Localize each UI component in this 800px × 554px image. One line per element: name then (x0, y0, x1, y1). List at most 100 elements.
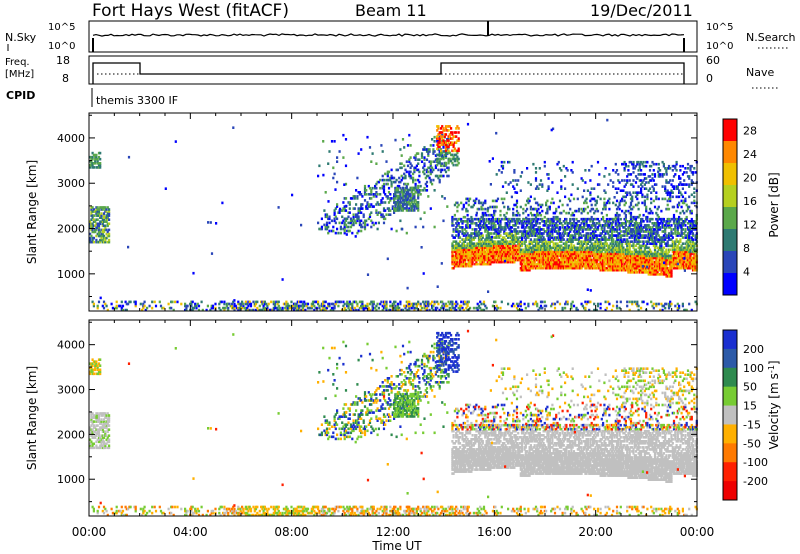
power-cell (593, 308, 596, 312)
power-cell (336, 156, 339, 159)
power-cell (101, 224, 104, 228)
power-cell (469, 264, 472, 268)
power-cell (637, 240, 640, 243)
power-cell (593, 197, 596, 201)
power-cell (577, 254, 581, 258)
power-cell (457, 127, 460, 130)
power-cell (634, 302, 638, 306)
power-cell (457, 256, 460, 260)
power-cell (227, 306, 230, 310)
power-cell (244, 302, 247, 306)
power-cell (488, 213, 491, 217)
power-cell (651, 268, 654, 272)
power-cell (590, 238, 593, 241)
power-cell (489, 250, 492, 254)
power-cell (428, 148, 431, 151)
power-cell (415, 207, 418, 210)
power-cell (482, 308, 486, 312)
power-cell (556, 254, 559, 258)
power-cell (299, 300, 302, 304)
power-cell (538, 260, 541, 264)
power-cell (284, 302, 287, 306)
power-cell (434, 166, 437, 170)
power-cell (498, 260, 501, 264)
power-cell (94, 160, 97, 163)
power-cell (320, 302, 323, 306)
power-cell (533, 248, 536, 252)
power-cell (609, 248, 612, 252)
power-cell (552, 217, 555, 221)
power-cell (308, 306, 311, 310)
power-cell (553, 228, 557, 231)
power-cell (108, 212, 111, 215)
power-cell (443, 140, 446, 143)
power-cell (332, 308, 335, 312)
power-cell (627, 228, 630, 231)
power-cell (496, 222, 500, 225)
power-cell (541, 240, 544, 243)
power-cell (488, 232, 491, 235)
power-cell (546, 242, 549, 245)
power-cell (656, 232, 659, 235)
power-cell (374, 184, 377, 188)
power-cell (575, 252, 578, 256)
power-cell (328, 150, 331, 153)
power-cell (655, 238, 658, 241)
power-cell (655, 258, 658, 262)
power-cell (623, 266, 626, 270)
power-cell (427, 170, 430, 174)
power-cell (337, 231, 340, 235)
power-cell (347, 211, 350, 214)
power-cell (651, 242, 654, 245)
power-cell (403, 172, 406, 176)
power-cell (538, 306, 541, 310)
power-cell (486, 254, 489, 258)
power-cell (629, 207, 633, 211)
power-cell (482, 226, 486, 229)
power-cell (452, 143, 455, 146)
power-cell (579, 228, 582, 231)
power-cell (650, 256, 653, 260)
power-cell (490, 226, 493, 229)
power-cell (515, 199, 519, 203)
power-cell (509, 242, 512, 245)
power-cell (263, 308, 266, 312)
power-cell (475, 197, 478, 201)
power-cell (564, 250, 567, 254)
power-cell (456, 201, 459, 205)
power-cell (463, 260, 467, 264)
power-cell (632, 224, 635, 227)
power-cell (640, 252, 643, 256)
power-cell (528, 258, 531, 262)
power-cell (566, 228, 569, 231)
power-cell (537, 256, 540, 260)
power-cell (95, 155, 98, 159)
power-cell (413, 196, 416, 200)
power-cell (299, 304, 302, 308)
power-cell (603, 234, 606, 237)
power-cell (613, 268, 616, 272)
power-cell (580, 217, 583, 221)
power-cell (100, 236, 103, 240)
power-cell (406, 196, 410, 200)
power-cell (629, 262, 633, 266)
power-cell (437, 140, 440, 143)
power-cell (106, 230, 109, 234)
power-cell (114, 306, 117, 310)
power-cell (607, 232, 610, 235)
power-cell (609, 256, 612, 260)
power-cell (529, 234, 532, 237)
power-cell (446, 125, 449, 128)
power-cell (91, 240, 94, 244)
power-cell (300, 304, 303, 308)
power-cell (600, 266, 603, 270)
power-cell (615, 304, 619, 308)
power-cell (191, 306, 194, 310)
power-cell (591, 207, 595, 211)
power-cell (509, 232, 512, 235)
power-cell (528, 226, 531, 229)
power-cell (650, 234, 653, 237)
power-cell (566, 264, 569, 268)
power-cell (425, 174, 429, 178)
power-cell (408, 199, 411, 202)
